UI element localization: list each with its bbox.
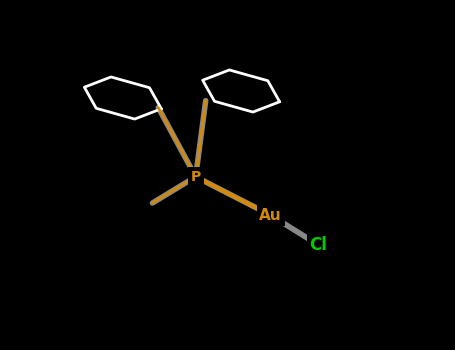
Text: Au: Au: [259, 208, 282, 223]
Text: P: P: [191, 170, 201, 184]
Text: Cl: Cl: [309, 236, 328, 254]
